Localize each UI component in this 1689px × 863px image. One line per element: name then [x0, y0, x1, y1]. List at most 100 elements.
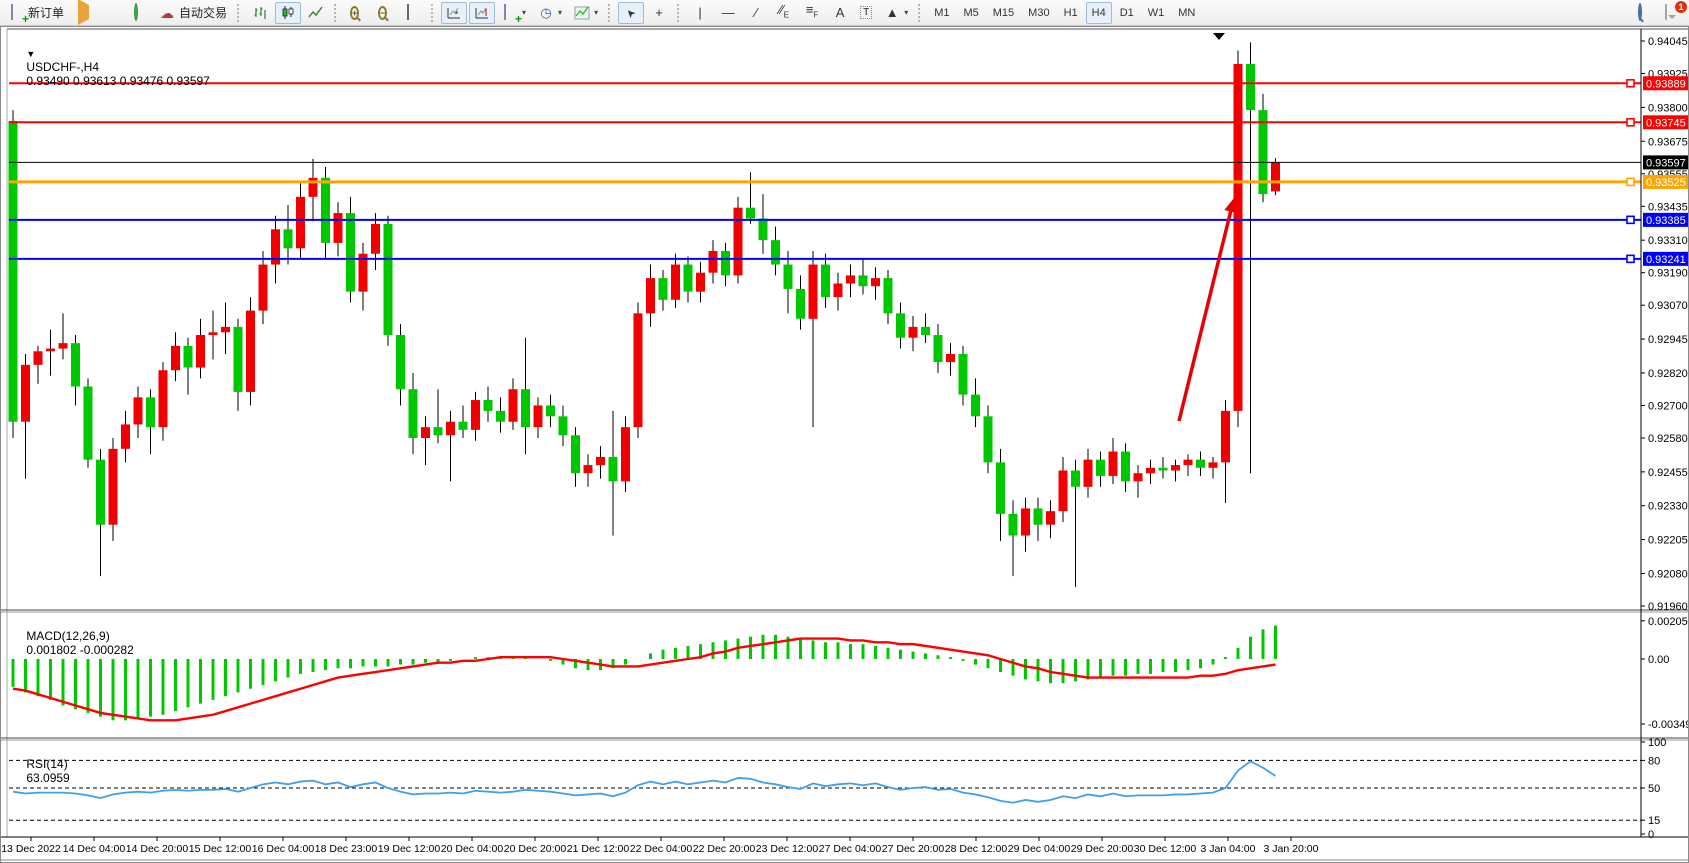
price-tick-label: 0.92945 — [1648, 334, 1688, 346]
candlestick-icon — [282, 5, 294, 19]
zoom-in-button[interactable]: + — [344, 2, 370, 24]
chart-dropdown-arrow[interactable]: ▼ — [26, 49, 36, 59]
crosshair-tool-button[interactable]: + — [646, 2, 672, 24]
profiles-button[interactable]: ◷ ▾ — [533, 2, 567, 24]
time-tick-label: 15 Dec 12:00 — [189, 843, 252, 855]
bar-chart-icon — [254, 6, 266, 19]
price-tick-label: 0.94045 — [1648, 36, 1688, 48]
new-chart-icon — [502, 3, 518, 21]
new-order-label: 新订单 — [28, 6, 65, 20]
label-tool-button[interactable]: T — [855, 2, 877, 24]
price-tick-label: 0.92080 — [1648, 568, 1688, 580]
person-chart-icon — [104, 5, 120, 21]
broadcast-button[interactable] — [127, 2, 153, 24]
toolbar-grip — [431, 3, 436, 22]
chart-symbol-period: USDCHF-,H4 — [26, 60, 100, 74]
price-chart[interactable]: 0.940450.939250.938000.936750.935550.934… — [1, 27, 1688, 862]
rsi-tick-label: 0 — [1648, 829, 1654, 841]
time-tick-label: 13 Dec 2022 — [1, 843, 61, 855]
channel-tool-button[interactable]: ∕∕E — [771, 2, 797, 24]
candlestick-mode-button[interactable] — [275, 1, 302, 24]
tab-w1[interactable]: W1 — [1147, 6, 1165, 19]
time-tick-label: 27 Dec 20:00 — [882, 843, 945, 855]
new-order-button[interactable]: 新订单 — [4, 2, 69, 24]
tile-windows-button[interactable] — [400, 2, 426, 24]
rsi-value: 63.0959 — [26, 771, 70, 785]
annotation-arrow — [1177, 205, 1234, 422]
chevron-down-icon: ▾ — [522, 8, 527, 17]
toolbar-grip — [608, 3, 613, 22]
community-button[interactable] — [99, 2, 125, 24]
rsi-level-lines — [9, 759, 1641, 821]
horizontal-line-icon: — — [721, 4, 735, 20]
chart-shift-icon — [475, 7, 489, 18]
time-tick-label: 14 Dec 04:00 — [63, 843, 126, 855]
price-tick-label: 0.92455 — [1648, 467, 1688, 479]
equidistant-channel-icon: ∕∕E — [779, 1, 789, 20]
indicators-icon — [574, 6, 590, 19]
price-tag-label: 0.93525 — [1646, 177, 1686, 189]
price-tick-label: 0.93190 — [1648, 268, 1688, 280]
zoom-out-icon: − — [378, 5, 388, 20]
zoom-out-button[interactable]: − — [372, 2, 398, 24]
search-button[interactable] — [1631, 2, 1657, 24]
arrows-icon: ▲ — [885, 4, 899, 20]
time-tick-label: 16 Dec 04:00 — [252, 843, 315, 855]
horizontal-level-lines — [9, 78, 1641, 264]
toolbar-grip — [334, 3, 339, 22]
cursor-tool-button[interactable]: ➤ — [618, 1, 645, 24]
auto-scroll-button[interactable] — [441, 1, 468, 24]
tab-m1[interactable]: M1 — [934, 6, 950, 19]
tab-h1[interactable]: H1 — [1063, 6, 1078, 19]
shapes-tool-button[interactable]: ▲ ▾ — [879, 2, 913, 24]
vertical-line-icon: | — [698, 4, 702, 20]
price-tag-label: 0.93385 — [1646, 215, 1686, 227]
tile-windows-icon — [405, 3, 421, 21]
rsi-tick-label: 80 — [1648, 755, 1660, 767]
vertical-line-tool-button[interactable]: | — [687, 2, 713, 24]
horizontal-line-tool-button[interactable]: — — [715, 2, 741, 24]
tab-d1[interactable]: D1 — [1119, 6, 1134, 19]
time-tick-label: 20 Dec 20:00 — [504, 843, 567, 855]
fibonacci-tool-button[interactable]: ≡F — [799, 2, 825, 24]
rsi-tick-label: 100 — [1648, 737, 1666, 749]
tab-mn[interactable]: MN — [1178, 6, 1196, 19]
chart-shift-button[interactable] — [469, 1, 496, 24]
rsi-name: RSI(14) — [26, 757, 68, 771]
chat-button[interactable]: 1 — [1659, 0, 1687, 24]
autotrade-cloud-icon: ☁ — [160, 4, 175, 21]
alerts-button[interactable] — [71, 0, 97, 25]
price-tick-label: 0.92580 — [1648, 433, 1688, 445]
tab-m5[interactable]: M5 — [963, 6, 979, 19]
notification-badge: 1 — [1675, 0, 1687, 13]
chevron-down-icon: ▾ — [594, 8, 599, 17]
toolbar-grip — [237, 3, 242, 22]
time-tick-label: 27 Dec 04:00 — [819, 843, 882, 855]
price-tick-label: 0.92330 — [1648, 501, 1688, 513]
price-tag-label: 0.93241 — [1646, 254, 1686, 266]
time-tick-label: 29 Dec 20:00 — [1071, 843, 1134, 855]
line-chart-mode-button[interactable] — [303, 2, 329, 24]
autotrade-button[interactable]: ☁ 自动交易 — [155, 2, 232, 24]
tab-h4[interactable]: H4 — [1085, 1, 1112, 24]
macd-tick-label: 0.002054 — [1648, 616, 1688, 628]
chevron-down-icon: ▾ — [558, 8, 563, 17]
indicators-button[interactable]: ▾ — [569, 2, 603, 24]
macd-label: MACD(12,26,9) 0.001802 -0.000282 — [13, 615, 133, 671]
text-tool-button[interactable]: A — [827, 2, 853, 24]
time-tick-label: 21 Dec 12:00 — [567, 843, 630, 855]
new-order-icon — [9, 3, 25, 21]
time-tick-label: 30 Dec 12:00 — [1134, 843, 1197, 855]
text-label-icon: T — [860, 6, 873, 19]
bar-chart-mode-button[interactable] — [247, 2, 273, 24]
trendline-tool-button[interactable]: ∕ — [743, 2, 769, 24]
time-tick-label: 23 Dec 12:00 — [756, 843, 819, 855]
tab-m30[interactable]: M30 — [1028, 6, 1050, 19]
toolbar-grip — [918, 3, 923, 22]
chart-ohlc-values: 0.93490 0.93613 0.93476 0.93597 — [26, 74, 210, 88]
text-icon: A — [835, 4, 845, 20]
time-tick-label: 14 Dec 20:00 — [126, 843, 189, 855]
time-tick-label: 3 Jan 20:00 — [1264, 843, 1319, 855]
tab-m15[interactable]: M15 — [992, 6, 1015, 19]
new-chart-button[interactable]: ▾ — [497, 2, 531, 24]
